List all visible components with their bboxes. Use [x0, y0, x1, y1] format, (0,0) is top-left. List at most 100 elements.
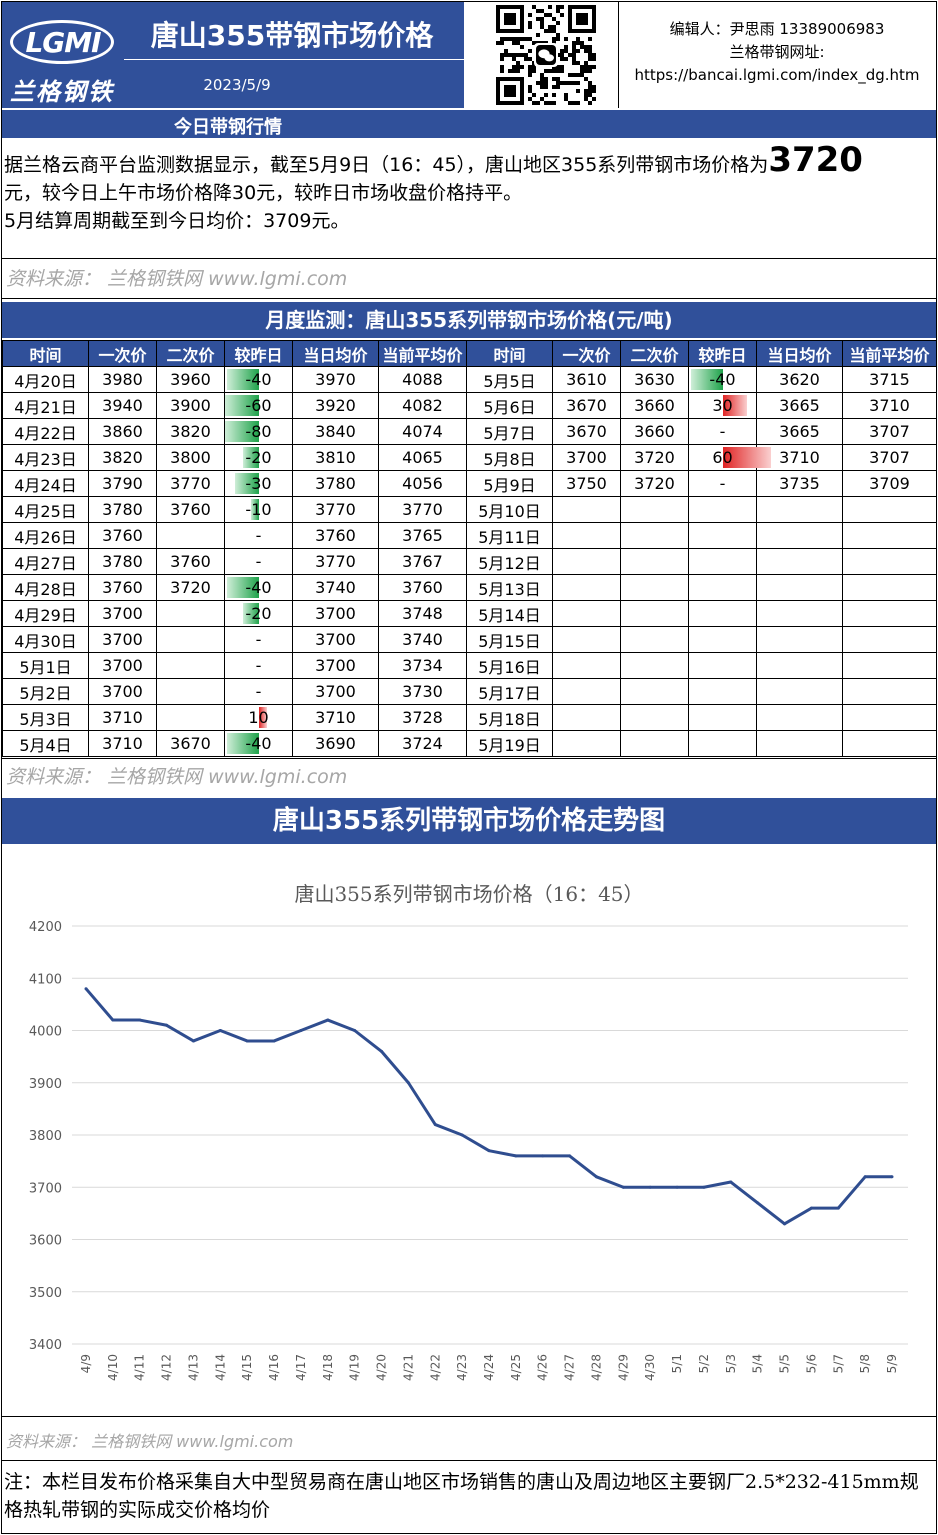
table-cell — [552, 600, 621, 627]
table-cell: 3760 — [378, 574, 467, 601]
x-tick-label: 4/26 — [536, 1354, 550, 1381]
divider — [2, 258, 936, 259]
change-cell: -40 — [224, 574, 293, 601]
table-cell: 3770 — [292, 496, 379, 523]
cell-value: 4月30日 — [14, 631, 77, 651]
table-row: 4月24日 3790 3770 -30 3780 4056 5月9日 3750 3720 - 373… — [2, 470, 937, 497]
table-cell — [156, 704, 225, 731]
cell-value: - — [255, 682, 262, 701]
table-cell: 3767 — [378, 548, 467, 575]
table-row: 4月27日 3780 3760 - 3770 3767 5月12日 — [2, 548, 937, 575]
cell-value: 3700 — [102, 630, 143, 649]
cell-value: 3760 — [315, 526, 356, 545]
cell-value: 3740 — [315, 578, 356, 597]
table-cell: 5月14日 — [466, 600, 553, 627]
table-cell: 3770 — [292, 548, 379, 575]
change-cell: 60 — [688, 444, 771, 471]
cell-value: 5月19日 — [478, 735, 541, 755]
header-separator — [618, 2, 619, 108]
cell-value: 3740 — [402, 630, 443, 649]
data-point — [487, 1149, 491, 1153]
table-cell: 4月25日 — [2, 496, 89, 523]
data-point — [406, 1081, 410, 1085]
divider — [2, 298, 936, 299]
logo: LGMI — [25, 26, 101, 59]
cell-value: 3700 — [102, 682, 143, 701]
column-header: 较昨日 — [224, 340, 293, 367]
change-cell: -40 — [224, 366, 293, 393]
table-cell: 4月23日 — [2, 444, 89, 471]
x-tick-label: 4/28 — [589, 1354, 603, 1381]
cell-value: 3780 — [102, 500, 143, 519]
table-cell — [756, 522, 843, 549]
cell-value: 5月9日 — [483, 475, 536, 495]
table-cell — [620, 678, 689, 705]
cell-value: 3748 — [402, 604, 443, 623]
table-cell: 3620 — [756, 366, 843, 393]
cell-value: 3700 — [315, 656, 356, 675]
table-cell — [620, 626, 689, 653]
x-tick-label: 4/30 — [643, 1354, 657, 1381]
table-cell: 3740 — [292, 574, 379, 601]
cell-value: 3660 — [634, 422, 675, 441]
cell-value: 5月14日 — [478, 605, 541, 625]
table-cell — [156, 600, 225, 627]
table-cell — [552, 626, 621, 653]
table-cell: 4月28日 — [2, 574, 89, 601]
change-cell — [688, 652, 757, 679]
table-cell: 3690 — [292, 730, 379, 757]
editor-info: 编辑人：尹思雨 13389006983 兰格带钢网址: https://banc… — [620, 18, 934, 87]
data-point — [84, 987, 88, 991]
cell-value: 3710 — [102, 734, 143, 753]
cell-value: 4月26日 — [14, 527, 77, 547]
logo-cn-text: 兰格钢铁 — [10, 77, 114, 106]
table-cell — [756, 678, 843, 705]
cell-value: 3707 — [869, 422, 910, 441]
y-tick-label: 3600 — [29, 1234, 62, 1249]
cell-value: 5月6日 — [483, 397, 536, 417]
table-cell — [552, 678, 621, 705]
cell-value: - — [255, 526, 262, 545]
data-point — [380, 1049, 384, 1053]
table-cell: 3940 — [88, 392, 157, 419]
table-cell: 4月27日 — [2, 548, 89, 575]
data-point — [165, 1023, 169, 1027]
cell-value: 5月18日 — [478, 709, 541, 729]
table-cell: 3728 — [378, 704, 467, 731]
cell-value: 3780 — [315, 474, 356, 493]
table-cell: 3665 — [756, 392, 843, 419]
cell-value: 3960 — [170, 370, 211, 389]
cell-value: 3660 — [634, 396, 675, 415]
column-header: 当前平均价 — [842, 340, 937, 367]
table-header-row: 时间 一次价 二次价 较昨日 当日均价 当前平均价 时间 一次价 二次价 较昨日 当日均价 当前平均价 — [2, 340, 937, 367]
column-header: 较昨日 — [688, 340, 757, 367]
cell-value: 3709 — [869, 474, 910, 493]
cell-value: -40 — [245, 734, 272, 753]
table-cell: 3700 — [88, 600, 157, 627]
table-cell — [842, 548, 937, 575]
x-tick-label: 5/7 — [831, 1354, 845, 1373]
decrease-bar — [243, 447, 259, 468]
today-section-title: 今日带钢行情 — [174, 117, 282, 138]
cell-value: 10 — [248, 708, 269, 727]
table-cell — [552, 548, 621, 575]
cell-value: 5月2日 — [19, 683, 72, 703]
table-cell: 5月9日 — [466, 470, 553, 497]
table-cell: 3760 — [156, 496, 225, 523]
cell-value: 3700 — [566, 448, 607, 467]
table-cell: 3735 — [756, 470, 843, 497]
cell-value: -40 — [245, 370, 272, 389]
cell-value: 4088 — [402, 370, 443, 389]
cell-value: 4065 — [402, 448, 443, 467]
change-cell — [688, 496, 757, 523]
table-cell: 3665 — [756, 418, 843, 445]
title-underline — [124, 59, 464, 60]
table-cell — [620, 522, 689, 549]
cell-value: 3700 — [102, 604, 143, 623]
table-cell: 3630 — [620, 366, 689, 393]
x-tick-label: 4/25 — [509, 1354, 523, 1381]
table-row: 5月2日 3700 - 3700 3730 5月17日 — [2, 678, 937, 705]
table-cell — [552, 574, 621, 601]
cell-value: 5月15日 — [478, 631, 541, 651]
website-link[interactable]: https://bancai.lgmi.com/index_dg.htm — [634, 66, 920, 84]
